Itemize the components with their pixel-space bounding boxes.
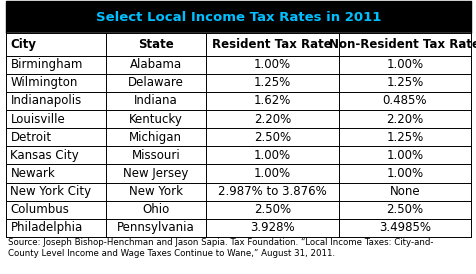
Text: Kansas City: Kansas City [10, 149, 79, 162]
Text: Source: Joseph Bishop-Henchman and Jason Sapia. Tax Foundation. “Local Income Ta: Source: Joseph Bishop-Henchman and Jason… [8, 238, 433, 258]
Text: 1.00%: 1.00% [253, 167, 290, 180]
Text: Resident Tax Rate: Resident Tax Rate [212, 38, 331, 51]
Text: Columbus: Columbus [10, 203, 69, 216]
Text: Louisville: Louisville [10, 113, 65, 125]
Text: 1.00%: 1.00% [386, 149, 423, 162]
Text: Indiana: Indiana [134, 95, 178, 107]
Text: 1.25%: 1.25% [253, 76, 290, 89]
Text: 1.00%: 1.00% [386, 58, 423, 71]
Text: Missouri: Missouri [131, 149, 180, 162]
Text: 1.62%: 1.62% [253, 95, 290, 107]
Text: New York: New York [129, 185, 182, 198]
Text: 1.00%: 1.00% [253, 58, 290, 71]
Text: State: State [138, 38, 173, 51]
Text: 3.4985%: 3.4985% [378, 221, 430, 235]
Text: New Jersey: New Jersey [123, 167, 188, 180]
Text: Indianapolis: Indianapolis [10, 95, 81, 107]
Text: 1.00%: 1.00% [386, 167, 423, 180]
Text: 2.50%: 2.50% [253, 131, 290, 144]
Text: Michigan: Michigan [129, 131, 182, 144]
Text: Ohio: Ohio [142, 203, 169, 216]
Text: None: None [389, 185, 419, 198]
Text: Philadelphia: Philadelphia [10, 221, 82, 235]
Text: City: City [10, 38, 37, 51]
Text: 2.50%: 2.50% [253, 203, 290, 216]
Text: Alabama: Alabama [129, 58, 181, 71]
Text: 2.20%: 2.20% [386, 113, 423, 125]
Text: Pennsylvania: Pennsylvania [117, 221, 194, 235]
Text: 2.50%: 2.50% [386, 203, 423, 216]
Text: 0.485%: 0.485% [382, 95, 426, 107]
Text: 3.928%: 3.928% [249, 221, 294, 235]
Text: Kentucky: Kentucky [129, 113, 182, 125]
Text: Wilmington: Wilmington [10, 76, 78, 89]
Text: 2.20%: 2.20% [253, 113, 290, 125]
Text: New York City: New York City [10, 185, 91, 198]
Text: 2.987% to 3.876%: 2.987% to 3.876% [218, 185, 326, 198]
Text: 1.00%: 1.00% [253, 149, 290, 162]
Text: 1.25%: 1.25% [386, 76, 423, 89]
Text: Birmingham: Birmingham [10, 58, 83, 71]
Text: Newark: Newark [10, 167, 55, 180]
Text: Non-Resident Tax Rate: Non-Resident Tax Rate [329, 38, 476, 51]
Text: Detroit: Detroit [10, 131, 51, 144]
Text: Select Local Income Tax Rates in 2011: Select Local Income Tax Rates in 2011 [96, 11, 380, 24]
Text: Delaware: Delaware [128, 76, 183, 89]
Text: 1.25%: 1.25% [386, 131, 423, 144]
